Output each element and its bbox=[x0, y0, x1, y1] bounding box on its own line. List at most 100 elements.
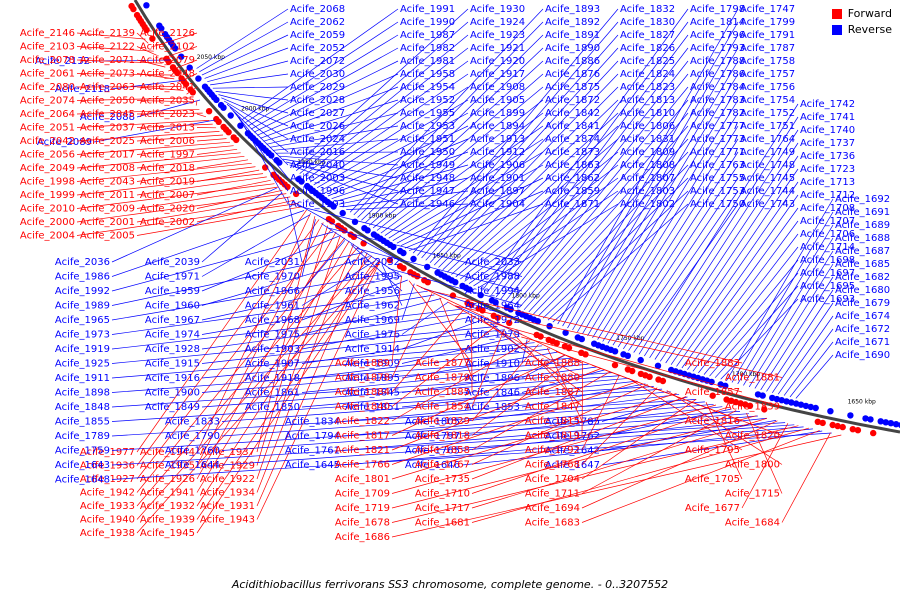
gene-label: Acife_1679 bbox=[835, 298, 890, 309]
gene-label: Acife_2010 bbox=[20, 204, 75, 215]
gene-block bbox=[867, 416, 873, 422]
gene-label: Acife_2009 bbox=[80, 204, 135, 215]
leader-line bbox=[213, 87, 288, 88]
gene-block bbox=[827, 408, 833, 414]
gene-label: Acife_1827 bbox=[620, 30, 675, 41]
gene-label: Acife_1945 bbox=[140, 528, 195, 539]
gene-label: Acife_2063 bbox=[80, 82, 135, 93]
gene-label: Acife_2074 bbox=[20, 96, 75, 107]
gene-label: Acife_2059 bbox=[290, 30, 345, 41]
gene-label: Acife_1717 bbox=[415, 503, 470, 514]
gene-label: Acife_1911 bbox=[55, 373, 110, 384]
gene-label: Acife_1907 bbox=[245, 359, 300, 370]
gene-label: Acife_1825 bbox=[620, 56, 675, 67]
gene-label: Acife_1998 bbox=[20, 177, 75, 188]
gene-label: Acife_1840 bbox=[335, 402, 390, 413]
gene-label: Acife_1924 bbox=[470, 17, 525, 28]
leader-line bbox=[693, 234, 798, 371]
gene-label: Acife_1803 bbox=[620, 186, 675, 197]
gene-label: Acife_1917 bbox=[470, 69, 525, 80]
gene-label: Acife_2064 bbox=[20, 109, 75, 120]
gene-label: Acife_1822 bbox=[335, 416, 390, 427]
gene-label: Acife_2036 bbox=[55, 257, 110, 268]
gene-label: Acife_2008 bbox=[80, 163, 135, 174]
gene-label: Acife_2035 bbox=[140, 96, 195, 107]
gene-label: Acife_2073 bbox=[80, 69, 135, 80]
gene-label: Acife_1965 bbox=[55, 315, 110, 326]
gene-label: Acife_2033 bbox=[465, 257, 520, 268]
gene-label: Acife_1918 bbox=[245, 373, 300, 384]
gene-block bbox=[233, 137, 239, 143]
gene-label: Acife_1816 bbox=[685, 416, 740, 427]
gene-label: Acife_1648 bbox=[55, 475, 110, 486]
tick-label: 2000 kbp bbox=[241, 106, 269, 113]
gene-label: Acife_1677 bbox=[685, 503, 740, 514]
gene-block bbox=[364, 227, 370, 233]
gene-label: Acife_1959 bbox=[145, 286, 200, 297]
legend-forward-label: Forward bbox=[848, 6, 892, 22]
gene-label: Acife_1748 bbox=[740, 160, 795, 171]
gene-block bbox=[660, 378, 666, 384]
gene-block bbox=[400, 250, 406, 256]
gene-block bbox=[579, 336, 585, 342]
gene-block bbox=[228, 112, 234, 118]
gene-block bbox=[820, 420, 826, 426]
gene-label: Acife_2005 bbox=[80, 231, 135, 242]
leader-line bbox=[197, 9, 288, 69]
gene-label: Acife_1940 bbox=[80, 515, 135, 526]
gene-label: Acife_1938 bbox=[80, 528, 135, 539]
gene-label: Acife_1830 bbox=[620, 17, 675, 28]
gene-label: Acife_1796 bbox=[690, 30, 745, 41]
gene-label: Acife_1967 bbox=[145, 315, 200, 326]
gene-label: Acife_2020 bbox=[140, 204, 195, 215]
gene-label: Acife_2051 bbox=[20, 123, 75, 134]
leader-line bbox=[472, 314, 473, 392]
gene-label: Acife_1858 bbox=[415, 445, 470, 456]
gene-label: Acife_2102 bbox=[140, 42, 195, 53]
gene-label: Acife_1970 bbox=[245, 272, 300, 283]
gene-label: Acife_1792 bbox=[525, 445, 580, 456]
legend-reverse: Reverse bbox=[832, 22, 892, 38]
gene-label: Acife_2011 bbox=[80, 190, 135, 201]
gene-label: Acife_1760 bbox=[165, 446, 220, 457]
gene-label: Acife_1787 bbox=[740, 43, 795, 54]
gene-label: Acife_1916 bbox=[145, 373, 200, 384]
gene-label: Acife_1755 bbox=[690, 173, 745, 184]
gene-label: Acife_1976 bbox=[345, 330, 400, 341]
gene-label: Acife_2000 bbox=[20, 217, 75, 228]
gene-label: Acife_1736 bbox=[800, 151, 855, 162]
gene-label: Acife_1744 bbox=[740, 186, 795, 197]
gene-label: Acife_1847 bbox=[525, 402, 580, 413]
gene-label: Acife_1881 bbox=[725, 373, 780, 384]
gene-block bbox=[225, 129, 231, 135]
gene-label: Acife_1874 bbox=[545, 134, 600, 145]
gene-label: Acife_1715 bbox=[725, 489, 780, 500]
gene-label: Acife_1848 bbox=[55, 402, 110, 413]
gene-block bbox=[400, 265, 406, 271]
gene-label: Acife_1989 bbox=[55, 301, 110, 312]
gene-block bbox=[840, 424, 846, 430]
leader-line bbox=[677, 195, 799, 366]
gene-label: Acife_1919 bbox=[55, 344, 110, 355]
gene-label: Acife_1969 bbox=[345, 315, 400, 326]
legend: Forward Reverse bbox=[832, 6, 892, 38]
leader-line bbox=[698, 247, 798, 373]
gene-label: Acife_1992 bbox=[55, 286, 110, 297]
gene-label: Acife_2078 bbox=[20, 55, 75, 66]
leader-line bbox=[743, 238, 833, 385]
gene-label: Acife_1713 bbox=[800, 177, 855, 188]
gene-label: Acife_2122 bbox=[80, 42, 135, 53]
gene-label: Acife_2001 bbox=[80, 217, 135, 228]
gene-label: Acife_1915 bbox=[145, 359, 200, 370]
gene-label: Acife_1686 bbox=[335, 532, 390, 543]
gene-label: Acife_1789 bbox=[55, 431, 110, 442]
leader-line bbox=[749, 251, 833, 387]
gene-label: Acife_2048 bbox=[140, 69, 195, 80]
legend-forward: Forward bbox=[832, 6, 892, 22]
gene-label: Acife_1682 bbox=[835, 272, 890, 283]
gene-label: Acife_1898 bbox=[55, 388, 110, 399]
gene-block bbox=[216, 119, 222, 125]
gene-label: Acife_1753 bbox=[690, 186, 745, 197]
gene-block bbox=[220, 105, 226, 111]
